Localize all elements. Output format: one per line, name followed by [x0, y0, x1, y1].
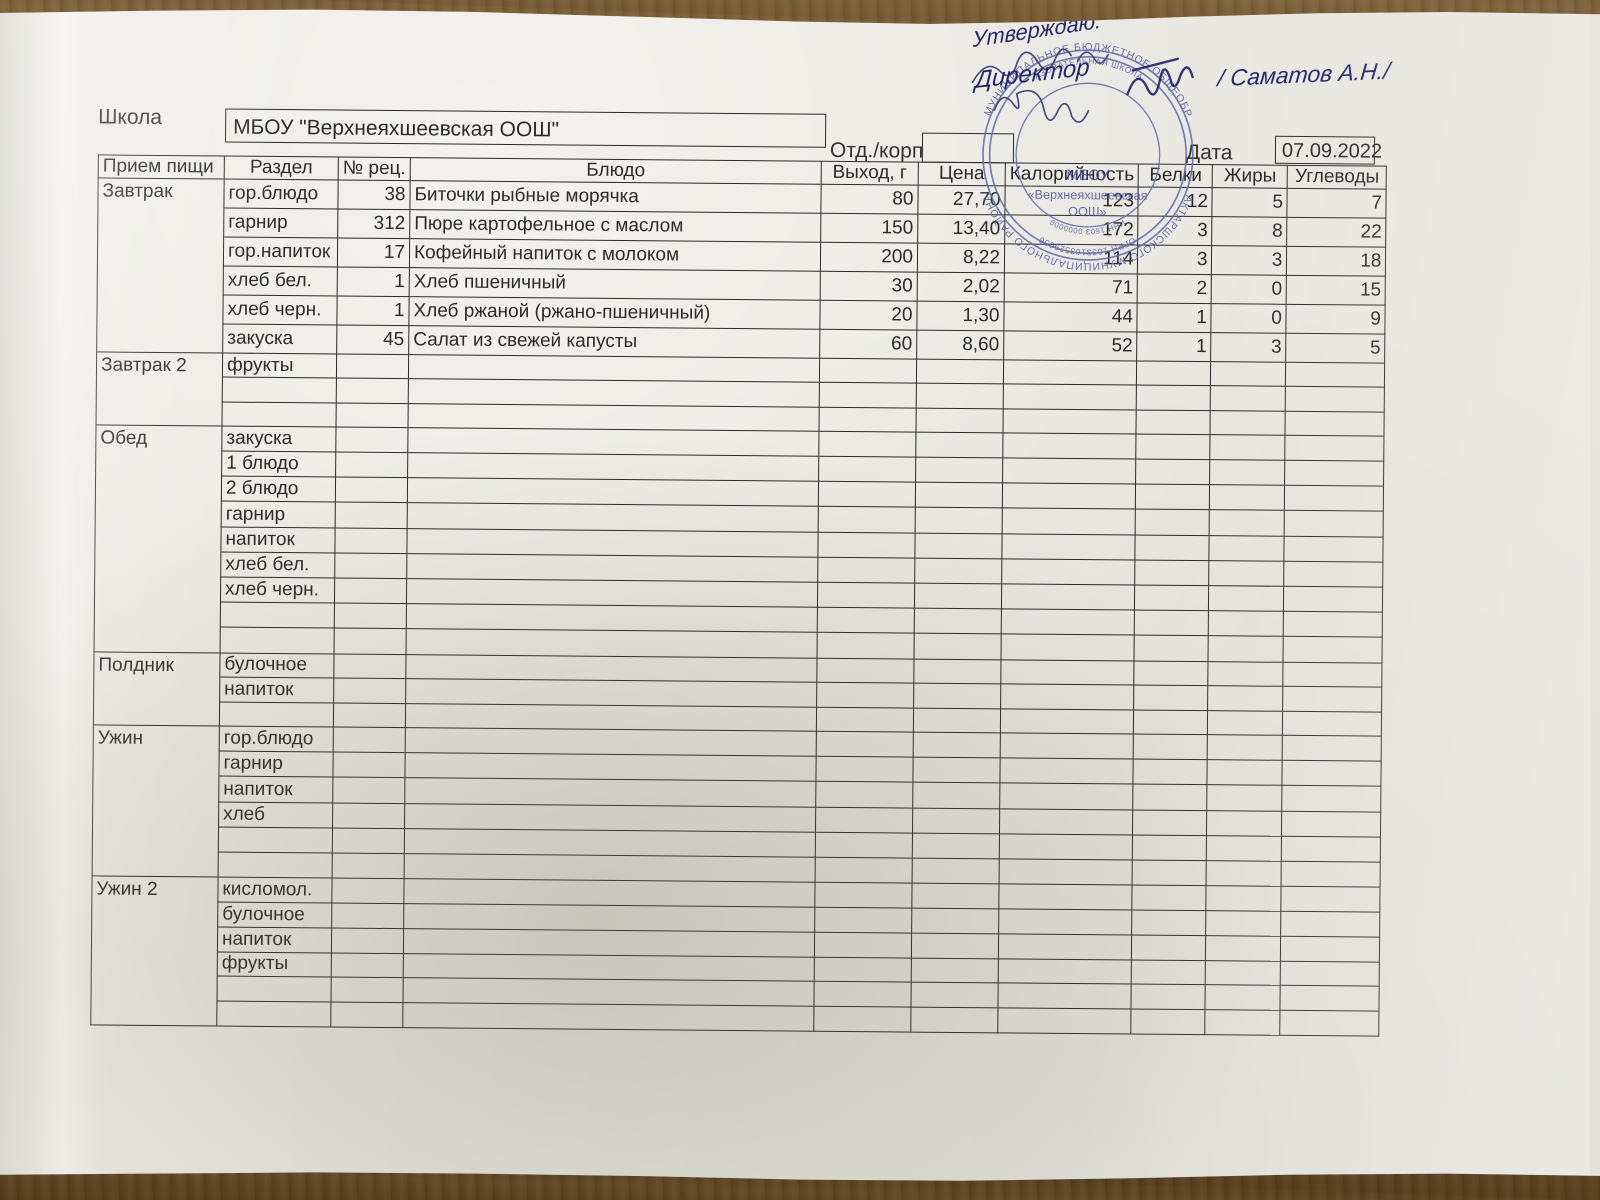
svg-text:«Верхнеяхшеевская: «Верхнеяхшеевская	[1027, 188, 1147, 203]
svg-text:ООШ»: ООШ»	[1068, 205, 1107, 219]
svg-text:МБОУ: МБОУ	[1066, 168, 1109, 184]
